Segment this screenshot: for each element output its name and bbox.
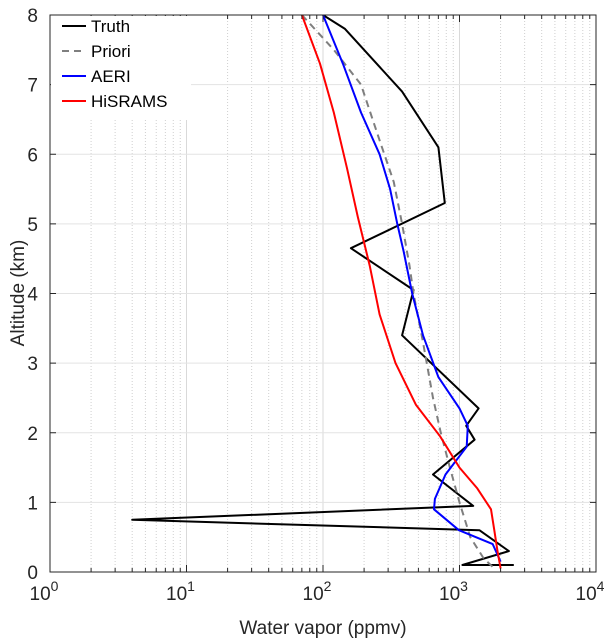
x-axis-label: Water vapor (ppmv)	[239, 618, 406, 639]
series-line-hisrams	[300, 15, 502, 569]
series-layer	[131, 15, 514, 570]
x-tick-label: 101	[166, 578, 195, 605]
x-tick-label: 103	[439, 578, 468, 605]
y-tick-label: 7	[27, 76, 38, 97]
legend-label-aeri: AERI	[91, 67, 131, 86]
series-line-priori	[301, 15, 495, 570]
tick-layer	[49, 14, 597, 573]
legend-items: Truth Priori AERI HiSRAMS	[62, 17, 168, 111]
y-tick-label: 5	[27, 215, 38, 236]
label-layer: 0 1 2 3 4 5 6 7 8 100 101 102 103 104	[27, 6, 604, 605]
y-tick-label: 0	[27, 563, 38, 584]
y-tick-label: 1	[27, 493, 38, 514]
y-tick-label: 8	[27, 6, 38, 27]
grid-layer	[50, 15, 596, 572]
x-tick-label: 102	[303, 578, 332, 605]
legend-label-truth: Truth	[91, 17, 130, 36]
series-line-aeri	[322, 15, 502, 563]
y-tick-label: 6	[27, 145, 38, 166]
legend: Truth Priori AERI HiSRAMS	[51, 16, 191, 120]
series-line-truth	[131, 15, 514, 566]
legend-label-priori: Priori	[91, 42, 131, 61]
y-tick-label: 4	[27, 285, 38, 306]
legend-box	[51, 16, 191, 120]
x-tick-label: 100	[30, 578, 59, 605]
y-axis-label: Altitude (km)	[8, 240, 29, 347]
y-tick-label: 3	[27, 354, 38, 375]
x-tick-label: 104	[576, 578, 605, 605]
legend-label-hisrams: HiSRAMS	[91, 92, 168, 111]
y-tick-label: 2	[27, 424, 38, 445]
